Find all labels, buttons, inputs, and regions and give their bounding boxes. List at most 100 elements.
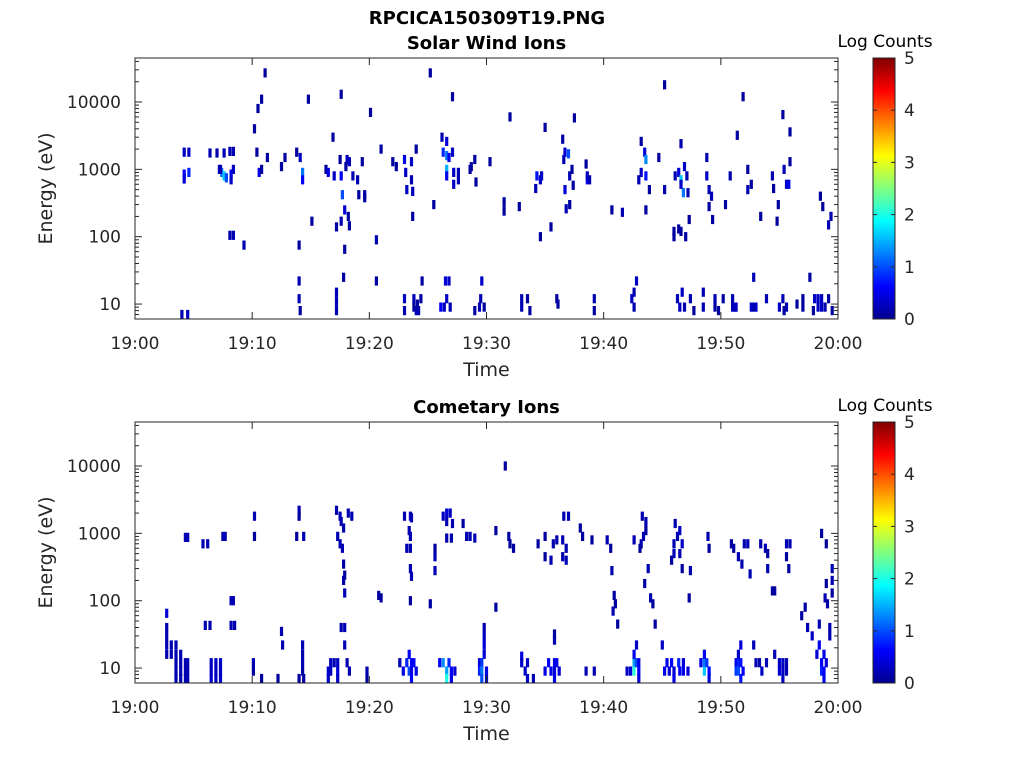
heatmap-cell [784, 666, 789, 676]
heatmap-cell [828, 622, 832, 633]
colorbar-tick-label: 4 [904, 465, 915, 485]
heatmap-cell [759, 211, 763, 221]
colorbar-tick-label: 3 [904, 517, 915, 537]
x-tick-label: 19:10 [228, 334, 277, 354]
heatmap-cell [643, 578, 647, 589]
heatmap-cell [562, 511, 566, 521]
heatmap-cell [813, 294, 817, 304]
heatmap-cell [731, 302, 735, 312]
heatmap-cell [252, 511, 257, 521]
heatmap-cell [174, 640, 178, 650]
heatmap-cell [543, 531, 547, 541]
heatmap-cell [705, 171, 709, 181]
heatmap-cell [777, 666, 781, 676]
heatmap-cell [754, 302, 758, 312]
heatmap-cell [713, 302, 717, 312]
heatmap-cell [260, 673, 264, 684]
heatmap-cell [408, 543, 412, 553]
x-tick-label: 19:50 [696, 698, 745, 718]
heatmap-cell [667, 666, 671, 676]
heatmap-cell [231, 164, 235, 174]
heatmap-cell [394, 162, 398, 172]
heatmap-cell [823, 302, 827, 312]
heatmap-cell [592, 666, 596, 676]
heatmap-cell [251, 658, 255, 668]
heatmap-cell [414, 666, 418, 676]
heatmap-cell [678, 549, 682, 559]
heatmap-cell [432, 200, 436, 210]
heatmap-cell [632, 287, 636, 297]
heatmap-cell [301, 640, 305, 650]
heatmap-cell [772, 183, 776, 194]
heatmap-cell [663, 185, 667, 195]
heatmap-cell [630, 294, 634, 304]
heatmap-cell [705, 152, 709, 163]
colorbar-tick-label: 0 [904, 310, 915, 330]
heatmap-cell [343, 570, 347, 580]
x-tick-label: 19:40 [579, 334, 628, 354]
heatmap-cell [473, 154, 477, 165]
heatmap-cell [665, 658, 669, 668]
heatmap-cell [742, 539, 746, 549]
heatmap-cell [681, 666, 685, 676]
heatmap-cell [746, 185, 750, 195]
heatmap-cell [830, 306, 834, 316]
heatmap-cell [663, 666, 667, 676]
heatmap-cell [408, 531, 412, 541]
heatmap-cell [692, 306, 696, 316]
heatmap-cell [632, 658, 636, 668]
heatmap-cell [297, 511, 301, 521]
heatmap-cell [736, 666, 740, 676]
heatmap-cell [346, 508, 350, 518]
heatmap-cell [447, 152, 451, 163]
heatmap-cell [439, 302, 443, 312]
heatmap-cell [452, 179, 456, 189]
heatmap-cell [223, 531, 227, 541]
heatmap-cell [229, 175, 233, 185]
heatmap-cell [507, 531, 511, 541]
heatmap-cell [477, 666, 482, 676]
heatmap-cell [338, 539, 342, 549]
heatmap-cell [677, 167, 681, 177]
heatmap-cell [183, 666, 187, 676]
heatmap-cell [788, 127, 792, 137]
heatmap-cell [256, 103, 260, 114]
heatmap-cell [350, 511, 354, 521]
heatmap-cell [343, 640, 347, 650]
heatmap-cell [342, 272, 346, 282]
heatmap-cell [260, 94, 264, 104]
panel-title: Solar Wind Ions [407, 33, 566, 54]
heatmap-cell [441, 511, 445, 521]
heatmap-cell [817, 619, 821, 629]
heatmap-cell [179, 658, 183, 668]
heatmap-cell [707, 202, 711, 212]
heatmap-cell [215, 148, 219, 158]
heatmap-cell [788, 539, 792, 549]
heatmap-cell [679, 179, 683, 189]
heatmap-cell [616, 619, 620, 629]
heatmap-cell [808, 272, 812, 282]
heatmap-cell [186, 309, 190, 320]
heatmap-cell [781, 673, 785, 684]
heatmap-cell [209, 673, 213, 684]
heatmap-cell [825, 599, 830, 609]
heatmap-cell [551, 539, 555, 549]
heatmap-cell [229, 620, 233, 630]
heatmap-cell [670, 555, 674, 565]
heatmap-cell [678, 666, 682, 676]
heatmap-cell [679, 226, 683, 236]
heatmap-cell [673, 171, 677, 181]
heatmap-cell [773, 649, 777, 659]
heatmap-cell [632, 302, 636, 312]
heatmap-cell [552, 658, 557, 668]
heatmap-cell [453, 666, 457, 676]
heatmap-cell [770, 586, 774, 596]
heatmap-cell [265, 152, 269, 163]
heatmap-cell [183, 532, 187, 542]
y-tick-label: 100 [89, 592, 121, 612]
heatmap-cell [473, 533, 477, 543]
heatmap-cell [428, 68, 432, 78]
heatmap-cell [584, 159, 588, 169]
heatmap-cell [520, 294, 524, 304]
heatmap-cell [224, 173, 228, 183]
